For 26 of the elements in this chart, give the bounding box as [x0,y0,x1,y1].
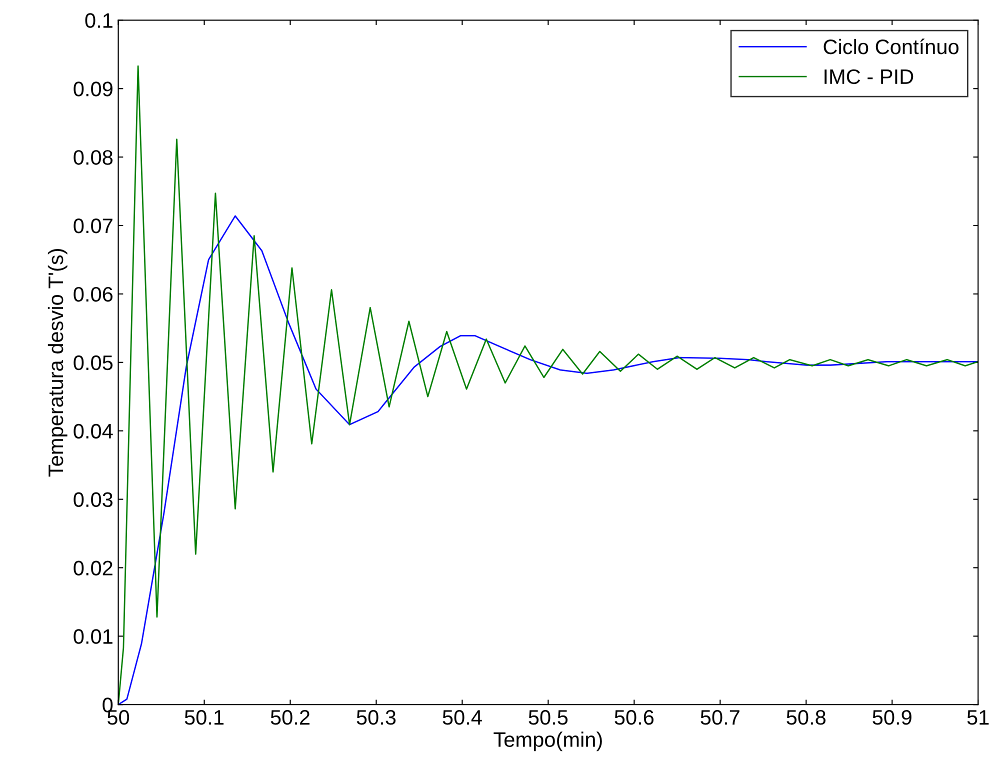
x-tick-label: 50 [108,710,130,725]
x-tick-label: 50.4 [442,710,482,725]
x-tick-label: 50.5 [528,710,568,725]
y-tick-label: 0.09 [74,82,112,96]
x-axis-title: Tempo(min) [494,732,602,752]
y-tick-label: 0.04 [74,424,113,439]
x-tick-label: 50.6 [614,710,654,725]
y-tick-label: 0.06 [74,286,113,302]
x-tick-label: 50.3 [356,710,396,725]
y-tick-label: 0.02 [74,560,112,576]
y-tick-label: 0 [102,698,113,712]
y-tick-label: 0.1 [85,13,112,28]
legend-label: Ciclo Contínuo [824,38,958,54]
x-tick-label: 50.7 [700,710,740,725]
y-tick-label: 0.01 [74,629,112,644]
y-axis-title: Temperatura desvio T'(s) [48,248,68,477]
y-tick-label: 0.08 [74,150,113,165]
y-tick-label: 0.05 [74,355,113,370]
x-tick-label: 50.8 [786,710,826,725]
y-tick-label: 0.03 [74,492,113,508]
y-tick-label: 0.07 [74,218,112,234]
x-tick-label: 50.2 [270,710,310,725]
x-tick-label: 50.9 [872,710,912,725]
x-tick-label: 50.1 [184,710,224,725]
legend-label: IMC - PID [824,69,914,84]
x-tick-label: 51 [967,710,989,725]
